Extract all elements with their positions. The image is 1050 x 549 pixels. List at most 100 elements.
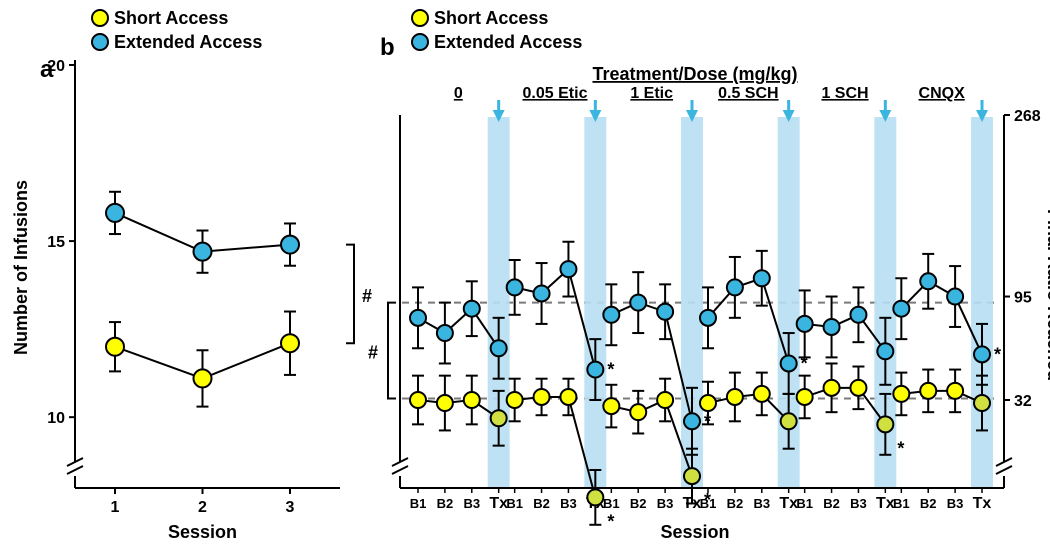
panel-b-xtick: B2 xyxy=(920,496,937,511)
panel-b-xtick: Tx xyxy=(876,495,895,512)
panel-b-short-4-point xyxy=(797,389,813,405)
panel-b-xtick: B2 xyxy=(727,496,744,511)
panel-b-short-4-point xyxy=(824,380,840,396)
panel-a-short-point xyxy=(281,334,299,352)
panel-b-short-5-point xyxy=(920,383,936,399)
panel-b-xtick: B1 xyxy=(506,496,523,511)
panel-a-ylabel: Number of Infusions xyxy=(11,180,31,355)
panel-b-short-0-point xyxy=(464,392,480,408)
panel-b-short-1-point xyxy=(507,392,523,408)
legend-label-short: Short Access xyxy=(434,8,548,28)
panel-b-right-ytick: 32 xyxy=(1014,393,1032,410)
panel-b-ext-1-point xyxy=(534,285,550,301)
panel-b-short-5-line xyxy=(901,391,982,403)
panel-b-short-2-point xyxy=(630,404,646,420)
panel-b-xtick: B1 xyxy=(796,496,813,511)
panel-b-ext-5-point xyxy=(893,301,909,317)
panel-b-xtick: B1 xyxy=(893,496,910,511)
panel-a-bracket xyxy=(346,245,354,344)
panel-b-ext-0-point xyxy=(437,325,453,341)
panel-a-ext-point xyxy=(194,243,212,261)
panel-b-treatment-title: Treatment/Dose (mg/kg) xyxy=(592,64,797,84)
panel-b-ext-4-point xyxy=(797,316,813,332)
panel-b-ext-5-point xyxy=(974,346,990,362)
panel-b-xtick: Tx xyxy=(489,495,508,512)
panel-b-right-ytick: 95 xyxy=(1014,290,1032,307)
panel-b-ext-1-point xyxy=(560,261,576,277)
panel-b-ext-0-point xyxy=(464,301,480,317)
panel-b-tx-band xyxy=(584,117,606,487)
panel-b-xtick: Tx xyxy=(779,495,798,512)
panel-b-short-1-sig: * xyxy=(607,511,614,531)
panel-a-xtick: 3 xyxy=(286,499,295,516)
panel-b-dose-label: 1 SCH xyxy=(821,85,868,102)
panel-a-ext-point xyxy=(281,236,299,254)
panel-b-xtick: B1 xyxy=(700,496,717,511)
panel-b-short-5-point xyxy=(893,386,909,402)
panel-b-short-3-point xyxy=(700,395,716,411)
panel-b-short-5-point xyxy=(974,395,990,411)
panel-b-right-ylabel: Final Ratio Reached xyxy=(1044,209,1050,381)
panel-a-ytick: 15 xyxy=(47,234,65,251)
panel-b-short-4-line xyxy=(805,388,886,425)
panel-b-xtick: B3 xyxy=(463,496,480,511)
legend-label-short: Short Access xyxy=(114,8,228,28)
panel-b-dose-label: 0.5 SCH xyxy=(718,85,778,102)
panel-b-right-ytick: 268 xyxy=(1014,108,1041,125)
panel-b-short-0-point xyxy=(491,410,507,426)
panel-b-ext-0-line xyxy=(418,309,499,349)
panel-b-short-3-point xyxy=(781,413,797,429)
panel-a-ytick: 10 xyxy=(47,410,65,427)
legend-marker-ext xyxy=(92,34,108,50)
panel-b-ext-2-line xyxy=(611,303,692,422)
panel-b-short-1-line xyxy=(515,397,596,497)
panel-b-letter: b xyxy=(380,34,395,61)
panel-b-tx-band xyxy=(971,117,993,487)
panel-b-dose-label: 0.05 Etic xyxy=(523,85,588,102)
panel-b-ext-4-point xyxy=(877,343,893,359)
panel-b-xtick: Tx xyxy=(973,495,992,512)
panel-b-short-0-line xyxy=(418,400,499,418)
panel-a-short-point xyxy=(106,338,124,356)
panel-b-ext-1-point xyxy=(587,362,603,378)
panel-b-xtick: B3 xyxy=(657,496,674,511)
panel-b-short-2-point xyxy=(603,398,619,414)
panel-b-ext-2-point xyxy=(684,413,700,429)
panel-b-ext-2-point xyxy=(630,295,646,311)
legend-marker-short xyxy=(92,10,108,26)
panel-b-ext-1-point xyxy=(507,279,523,295)
panel-b-xtick: B3 xyxy=(850,496,867,511)
panel-b-ext-3-line xyxy=(708,278,789,363)
panel-b-short-1-point xyxy=(560,389,576,405)
panel-b-ext-3-point xyxy=(754,270,770,286)
panel-b-short-3-point xyxy=(727,389,743,405)
panel-b-short-4-point xyxy=(850,380,866,396)
panel-a-xtick: 1 xyxy=(111,499,120,516)
panel-b-dose-label: 0 xyxy=(454,85,463,102)
panel-b-short-4-sig: * xyxy=(897,438,904,458)
figure-svg: Short AccessExtended AccessShort AccessE… xyxy=(0,0,1050,549)
panel-b-ext-1-sig: * xyxy=(607,360,614,380)
panel-b-xtick: B2 xyxy=(630,496,647,511)
panel-b-short-1-point xyxy=(587,489,603,505)
panel-b-short-4-point xyxy=(877,416,893,432)
panel-b-ext-2-point xyxy=(657,304,673,320)
panel-b-xtick: B1 xyxy=(603,496,620,511)
panel-b-ext-3-point xyxy=(727,279,743,295)
panel-b-xtick: B2 xyxy=(823,496,840,511)
panel-b-ext-0-point xyxy=(491,340,507,356)
legend-marker-ext xyxy=(412,34,428,50)
panel-b-xtick: B3 xyxy=(947,496,964,511)
panel-a-hash: # xyxy=(362,286,372,306)
panel-a-ytick: 20 xyxy=(47,58,65,75)
legend-marker-short xyxy=(412,10,428,26)
panel-b-bracket xyxy=(388,303,396,399)
panel-b-xtick: B3 xyxy=(560,496,577,511)
panel-b-ext-5-line xyxy=(901,281,982,354)
panel-b-short-3-point xyxy=(754,386,770,402)
panel-b-ext-5-point xyxy=(920,273,936,289)
legend-label-ext: Extended Access xyxy=(434,32,582,52)
panel-b-ext-5-sig: * xyxy=(994,344,1001,364)
panel-b-ext-1-line xyxy=(515,269,596,369)
panel-a-xtick: 2 xyxy=(198,499,207,516)
